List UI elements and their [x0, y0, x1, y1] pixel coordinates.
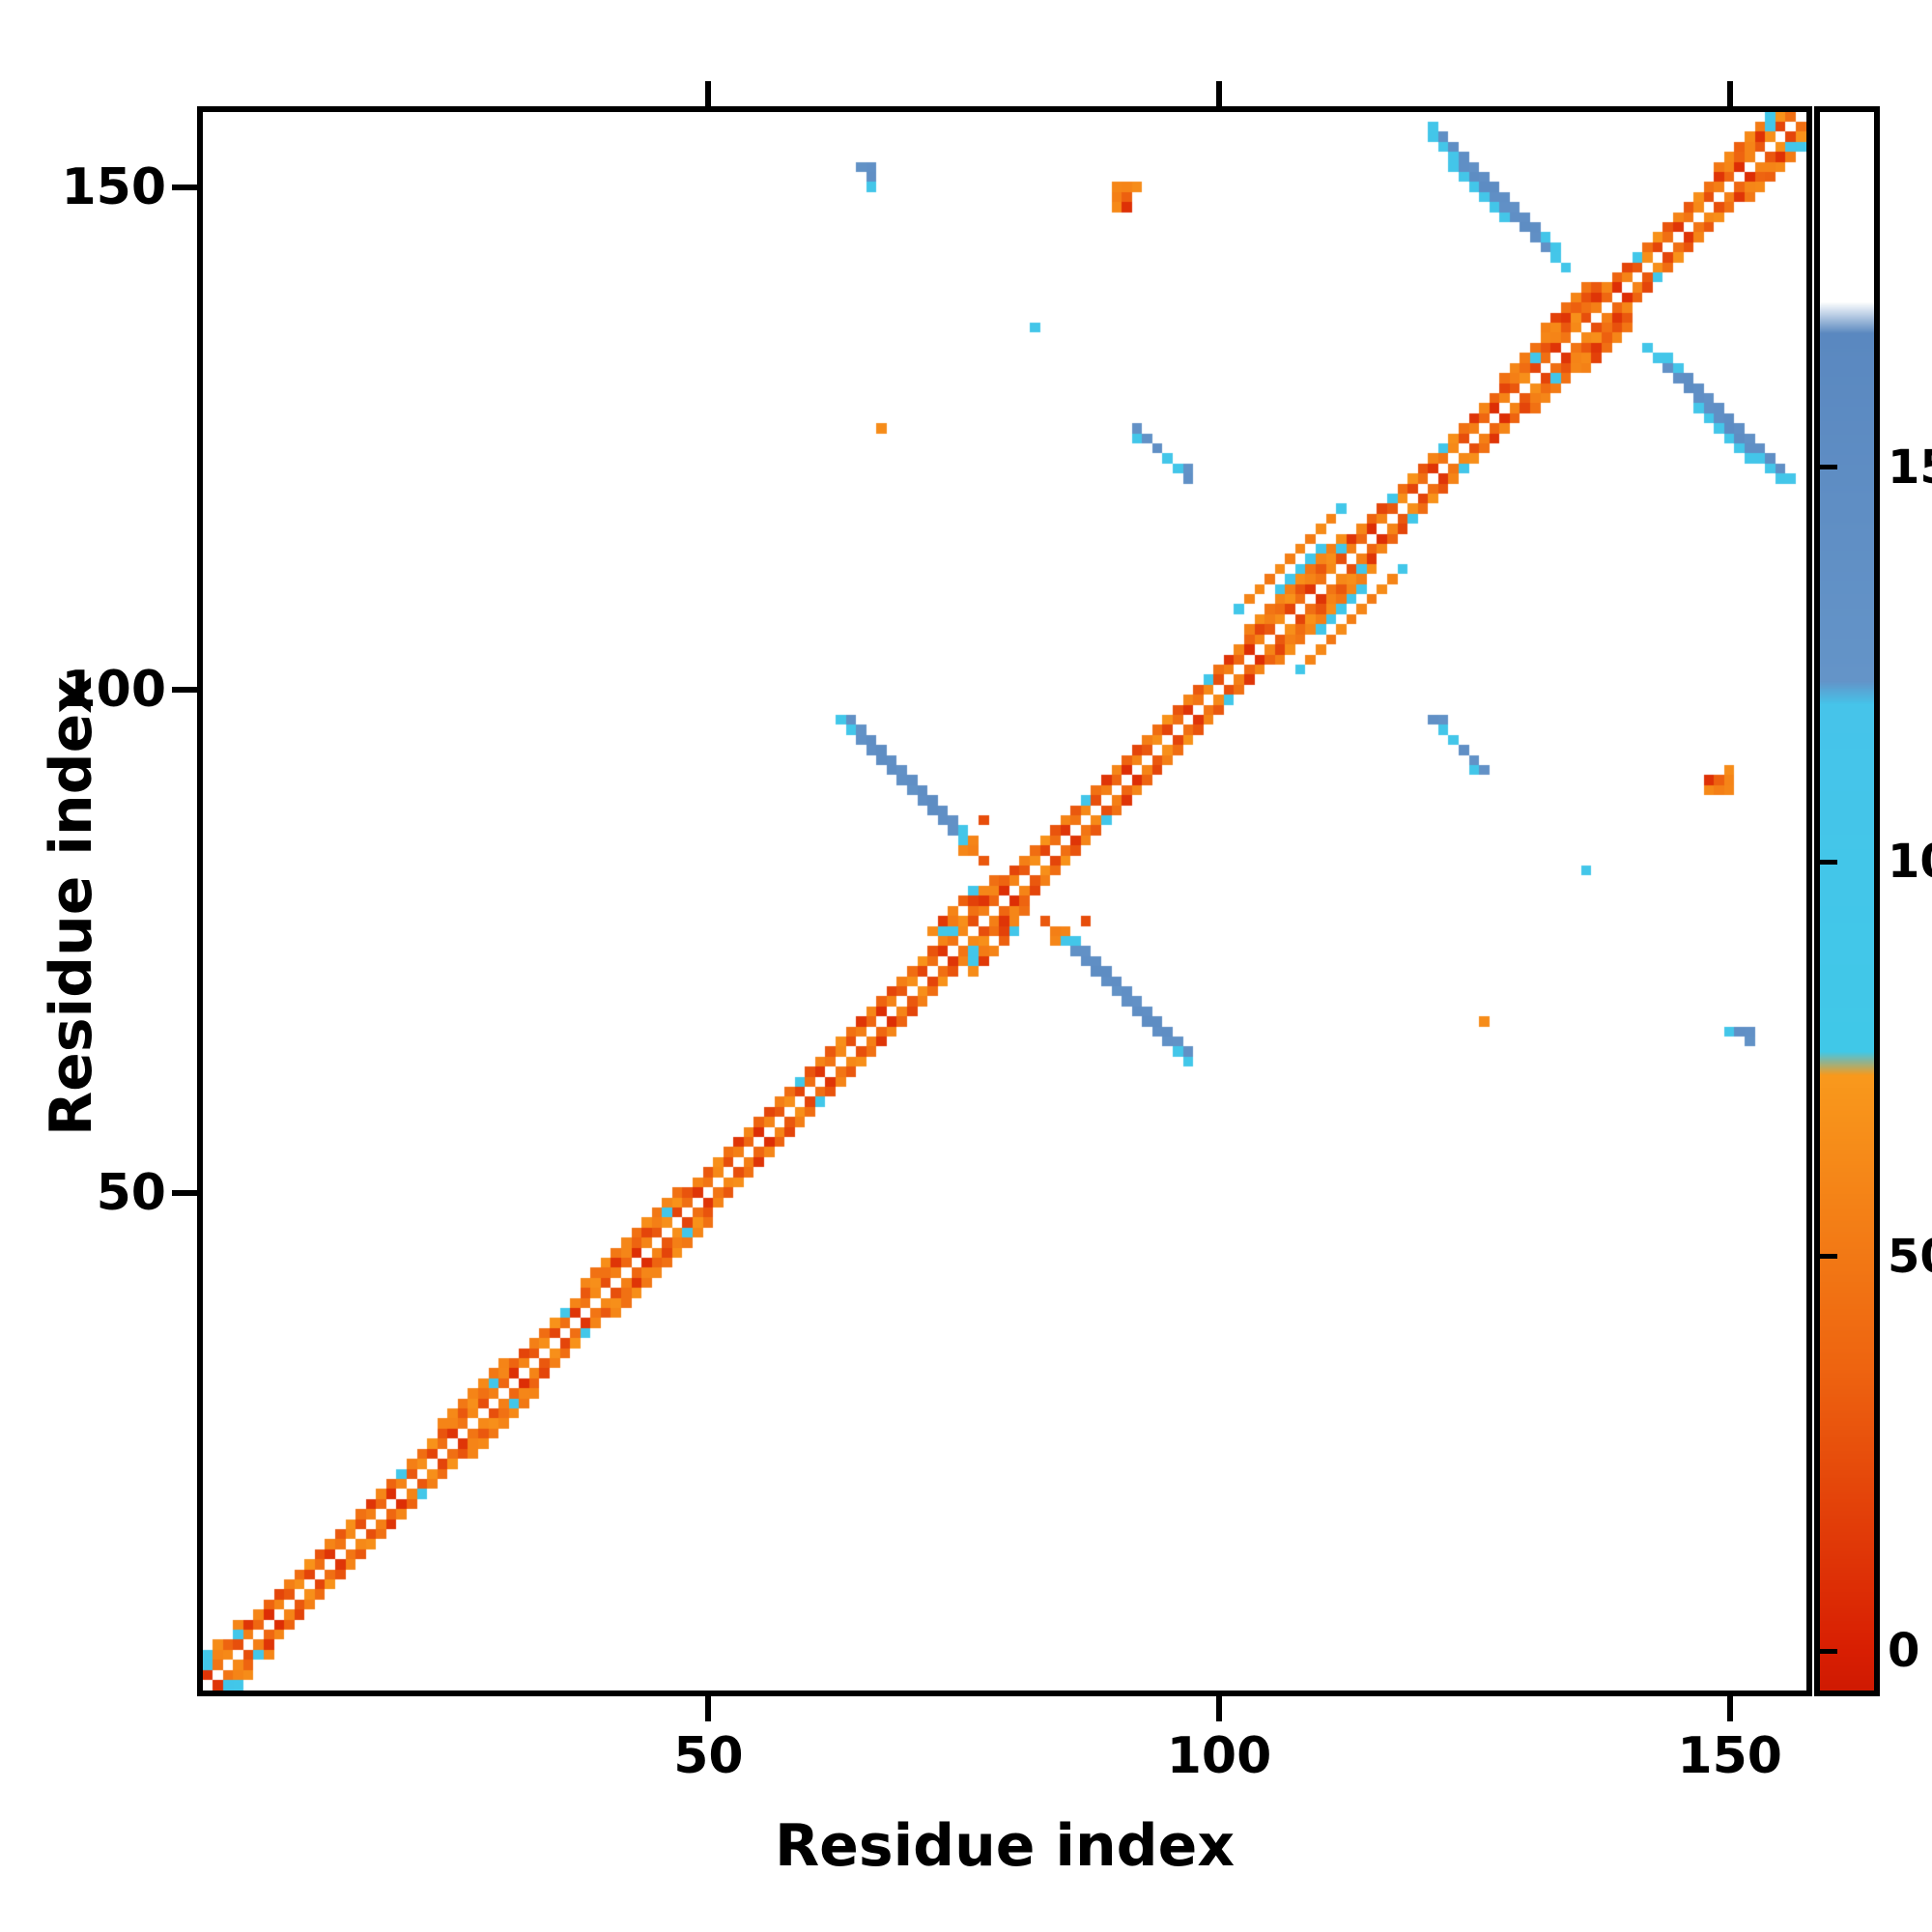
- plot-frame: [197, 106, 1812, 1696]
- colorbar-tick: [1820, 465, 1837, 470]
- y-tick-label: 50: [96, 1163, 166, 1222]
- colorbar-tick-label: 0: [1888, 1624, 1920, 1679]
- x-tick-top: [1216, 81, 1223, 106]
- x-axis-label: Residue index: [774, 1812, 1236, 1880]
- x-tick-top: [705, 81, 712, 106]
- colorbar-tick-label: 150: [1888, 440, 1932, 495]
- colorbar-tick-label: 50: [1888, 1229, 1932, 1284]
- colorbar-tick-label: 100: [1888, 835, 1932, 890]
- colorbar-tick: [1820, 1254, 1837, 1260]
- y-tick-label: 150: [61, 158, 166, 217]
- y-tick: [172, 687, 197, 694]
- colorbar-frame: [1814, 106, 1880, 1696]
- x-tick-top: [1726, 81, 1733, 106]
- y-tick-label: 100: [61, 661, 166, 720]
- y-tick: [172, 1189, 197, 1196]
- y-tick: [172, 185, 197, 191]
- x-tick-label: 100: [1166, 1727, 1272, 1785]
- y-axis-label: Residue index: [38, 675, 105, 1137]
- x-tick: [1216, 1696, 1223, 1721]
- x-tick: [705, 1696, 712, 1721]
- colorbar-canvas: [1820, 112, 1874, 1690]
- colorbar-tick: [1820, 1648, 1837, 1654]
- contact-map-canvas: [203, 112, 1806, 1690]
- x-tick: [1726, 1696, 1733, 1721]
- colorbar-tick: [1820, 859, 1837, 865]
- x-tick-label: 150: [1677, 1727, 1782, 1785]
- x-tick-label: 50: [673, 1727, 744, 1785]
